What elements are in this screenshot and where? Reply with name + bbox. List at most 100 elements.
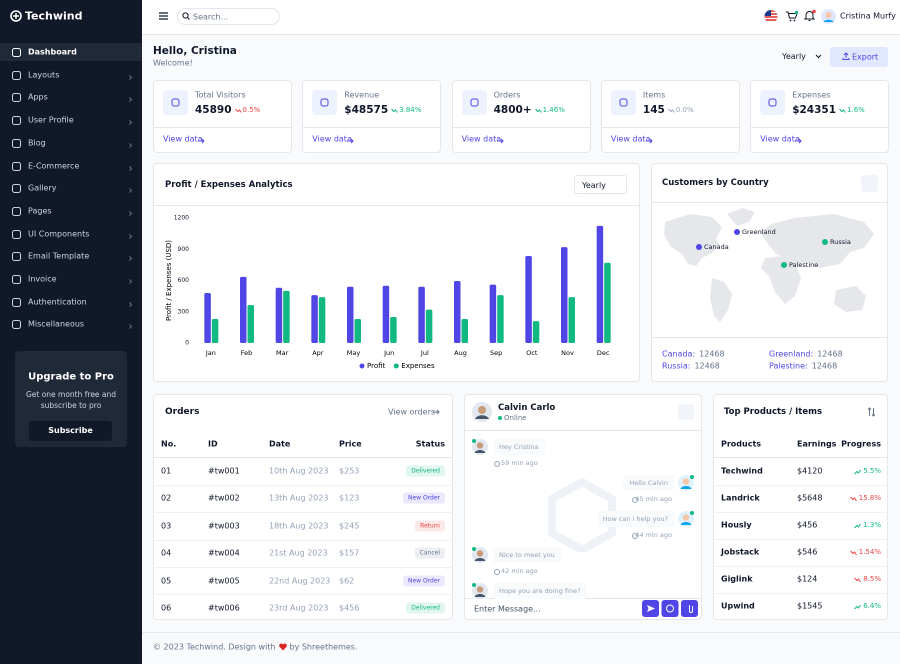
subscribe-button[interactable]: Subscribe: [29, 421, 112, 441]
chart-period-select[interactable]: Yearly: [574, 175, 627, 194]
stat-link[interactable]: View data: [610, 134, 651, 144]
nav-icon-glyph: [12, 93, 21, 103]
stat-icon: [163, 90, 188, 115]
trend-icon-glyph: [854, 469, 862, 475]
nav-item[interactable]: Dashboard: [28, 47, 77, 57]
country-name: Canada:: [662, 349, 696, 359]
table-header: Products: [721, 439, 762, 449]
stat-link[interactable]: View data: [312, 134, 352, 144]
user-name[interactable]: Cristina Murfy: [840, 11, 896, 21]
stat-change: 0.0%: [675, 106, 694, 114]
table-cell: 21st Aug 2023: [269, 548, 328, 558]
nav-item[interactable]: User Profile: [28, 115, 74, 125]
nav-icon: [12, 206, 21, 218]
nav-item[interactable]: Gallery: [28, 183, 57, 193]
nav-icon: [12, 138, 21, 150]
user-avatar[interactable]: [821, 9, 836, 24]
table-cell: #tw002: [208, 493, 240, 503]
more-button[interactable]: [861, 175, 878, 192]
trend-icon: [849, 495, 857, 504]
product-name: Hously: [721, 520, 752, 530]
nav-item[interactable]: UI Components: [28, 229, 90, 239]
legend-label: Profit: [367, 362, 386, 370]
brand[interactable]: Techwind: [25, 9, 83, 23]
divider: [153, 512, 453, 514]
nav-item[interactable]: Layouts: [28, 70, 60, 80]
search-placeholder: Search...: [193, 12, 229, 21]
search-box[interactable]: [177, 8, 280, 25]
divider: [153, 566, 453, 568]
table-cell: $157: [339, 548, 360, 558]
nav-item[interactable]: Pages: [28, 206, 52, 216]
trend-icon-glyph: [854, 577, 862, 583]
divider: [600, 127, 740, 128]
stat-link[interactable]: View data: [461, 134, 502, 144]
nav-item[interactable]: E-Commerce: [28, 161, 80, 170]
notification-icon[interactable]: [804, 9, 816, 22]
trend-icon: [854, 576, 862, 585]
status-badge: New Order: [402, 492, 445, 504]
table-header: Status: [415, 439, 445, 449]
footer-credit[interactable]: by Shreethemes.: [289, 642, 358, 652]
stat-label: Total Visitors: [195, 90, 246, 100]
trend-icon: [849, 549, 857, 558]
divider: [651, 202, 888, 203]
orders-title: Orders: [165, 407, 200, 417]
nav-icon-glyph: [12, 206, 21, 216]
language-flag[interactable]: [764, 10, 778, 23]
divider: [153, 539, 453, 541]
chat-actions[interactable]: [642, 600, 698, 618]
nav-chevron: [129, 209, 133, 218]
product-earnings: $124: [797, 574, 818, 584]
stat-value: 145: [642, 104, 665, 116]
x-tick-label: Dec: [597, 349, 610, 357]
upgrade-text: Get one month free and subscribe to pro: [25, 390, 117, 410]
nav-item[interactable]: Apps: [28, 92, 48, 102]
message-avatar-glyph: [472, 439, 488, 455]
sort-icon[interactable]: [867, 407, 876, 417]
product-progress: 8.5%: [863, 575, 881, 583]
message-input[interactable]: Enter Message...: [474, 604, 541, 614]
nav-item[interactable]: Blog: [28, 138, 46, 148]
nav-item[interactable]: Invoice: [28, 274, 57, 284]
stat-glyph-glyph: [320, 98, 329, 107]
more-button[interactable]: [678, 404, 694, 420]
stat-icon: [312, 90, 338, 115]
product-earnings: $1545: [797, 601, 823, 611]
orders-link[interactable]: View orders: [388, 407, 436, 417]
nav-icon-glyph: [12, 275, 21, 284]
nav-item[interactable]: Authentication: [28, 297, 87, 307]
trend-icon: [391, 107, 399, 116]
stat-link[interactable]: View data: [163, 134, 203, 144]
nav-icon: [12, 93, 21, 104]
stat-value: 4800+: [493, 104, 532, 116]
country-value: 12468: [699, 349, 725, 359]
bar: [318, 297, 326, 343]
table-cell: $456: [339, 603, 360, 613]
arrow-icon: [496, 137, 504, 146]
cart-icon[interactable]: [786, 11, 798, 22]
brand-logo: [10, 10, 22, 22]
nav-icon-glyph: [12, 116, 21, 126]
y-tick-label: 900: [178, 246, 190, 253]
map-label: Greenland: [742, 228, 776, 236]
nav-item[interactable]: Miscellaneous: [28, 319, 85, 329]
export-button[interactable]: [830, 47, 888, 67]
nav-chevron: [129, 232, 133, 241]
menu-toggle[interactable]: [159, 12, 168, 20]
nav-icon: [12, 184, 21, 195]
nav-chevron-glyph: [129, 233, 133, 239]
period-select[interactable]: Yearly: [782, 52, 806, 61]
nav-chevron-glyph: [129, 324, 133, 330]
stat-link[interactable]: View data: [760, 134, 800, 144]
nav-icon-glyph: [12, 297, 21, 307]
chat-watermark: [548, 478, 616, 552]
nav-item[interactable]: Email Template: [28, 251, 90, 261]
trend-icon: [234, 107, 242, 116]
arrow-icon-glyph: [347, 138, 355, 143]
trend-icon: [839, 107, 846, 116]
clock-icon: [494, 460, 500, 469]
country-name: Greenland:: [769, 349, 814, 359]
legend-swatch: [393, 363, 399, 369]
export-label[interactable]: Export: [852, 52, 879, 62]
